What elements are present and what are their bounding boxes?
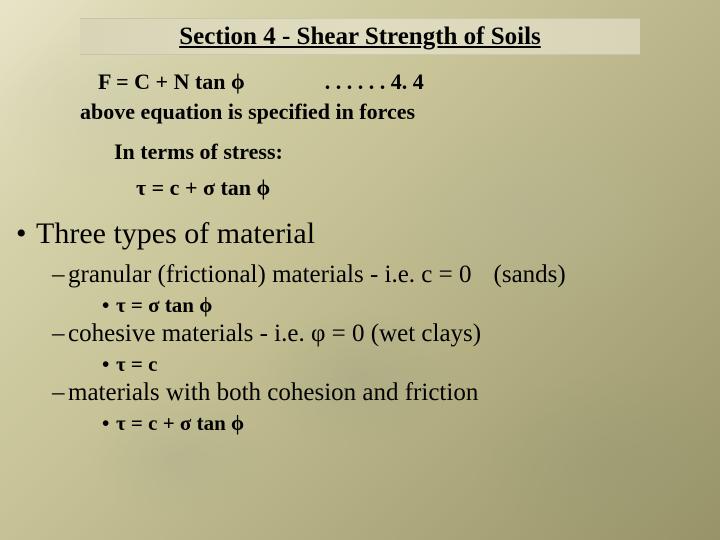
title-banner: Section 4 - Shear Strength of Soils	[80, 18, 640, 55]
formula-bullet-1: •τ = σ tan ϕ	[10, 293, 710, 318]
dash-icon: –	[52, 320, 68, 348]
sub-bullet-1-paren: (sands)	[494, 261, 566, 288]
sub-bullet-1-text: granular (frictional) materials - i.e. c…	[68, 261, 472, 288]
sub-bullet-3: –materials with both cohesion and fricti…	[10, 379, 710, 407]
equation-caption: above equation is specified in forces	[10, 99, 710, 125]
equation-2: τ = c + σ tan ϕ	[10, 175, 710, 201]
formula-3: τ = c + σ tan ϕ	[116, 411, 244, 435]
main-bullet: •Three types of material	[10, 217, 710, 251]
slide-content: Section 4 - Shear Strength of Soils F = …	[0, 0, 720, 436]
formula-bullet-2: •τ = c	[10, 352, 710, 377]
equation-1-ref: . . . . . . 4. 4	[325, 69, 424, 95]
sub-bullet-1: –granular (frictional) materials - i.e. …	[10, 261, 710, 289]
small-bullet-icon: •	[102, 293, 116, 318]
small-bullet-icon: •	[102, 411, 116, 436]
sub-bullet-2-text: cohesive materials - i.e. φ = 0 (wet cla…	[68, 320, 481, 347]
formula-bullet-3: •τ = c + σ tan ϕ	[10, 411, 710, 436]
small-bullet-icon: •	[102, 352, 116, 377]
bullet-dot-icon: •	[16, 217, 36, 251]
sub-bullet-3-text: materials with both cohesion and frictio…	[68, 379, 478, 406]
equation-1: F = C + N tan ϕ	[98, 69, 245, 95]
slide-title: Section 4 - Shear Strength of Soils	[179, 23, 541, 50]
formula-1: τ = σ tan ϕ	[116, 293, 212, 317]
stress-intro: In terms of stress:	[10, 139, 710, 165]
dash-icon: –	[52, 379, 68, 407]
main-bullet-text: Three types of material	[36, 217, 315, 250]
formula-2: τ = c	[116, 352, 157, 376]
equation-1-row: F = C + N tan ϕ . . . . . . 4. 4	[10, 69, 710, 95]
sub-bullet-2: –cohesive materials - i.e. φ = 0 (wet cl…	[10, 320, 710, 348]
dash-icon: –	[52, 261, 68, 289]
